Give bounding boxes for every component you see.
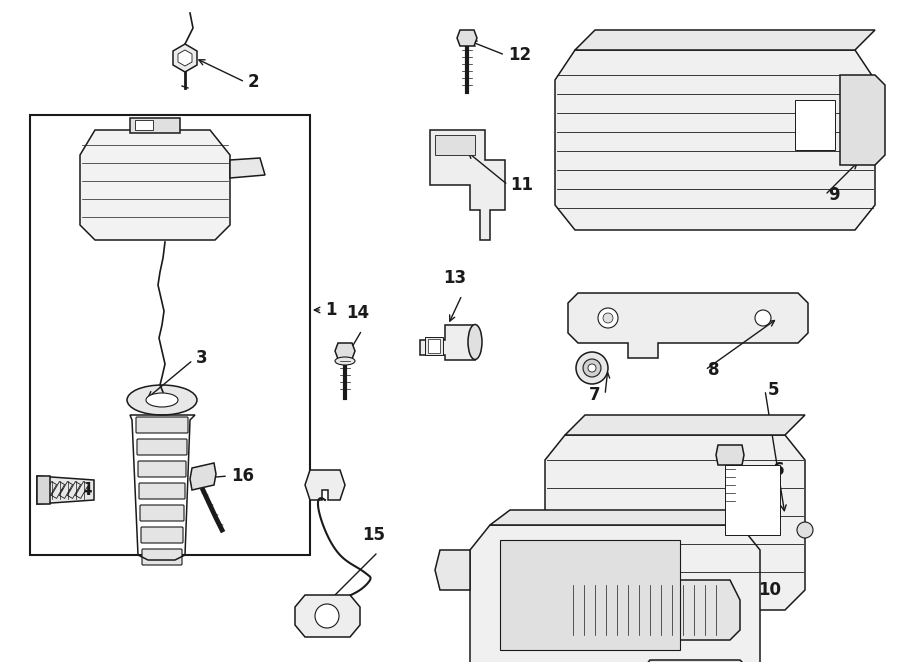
- Bar: [135, 120, 153, 130]
- Text: 1: 1: [325, 301, 337, 319]
- Text: 7: 7: [590, 386, 601, 404]
- FancyBboxPatch shape: [140, 505, 184, 521]
- Text: 3: 3: [196, 349, 208, 367]
- Text: 12: 12: [508, 46, 531, 64]
- Circle shape: [755, 310, 771, 326]
- Polygon shape: [37, 476, 50, 504]
- Polygon shape: [568, 293, 808, 358]
- Bar: [428, 339, 440, 353]
- Polygon shape: [638, 660, 755, 662]
- Bar: [725, 465, 780, 535]
- Polygon shape: [716, 445, 744, 465]
- Polygon shape: [173, 44, 197, 72]
- Polygon shape: [470, 525, 760, 662]
- Polygon shape: [575, 30, 875, 50]
- Text: 8: 8: [708, 361, 719, 379]
- FancyBboxPatch shape: [137, 439, 187, 455]
- Text: 11: 11: [510, 176, 533, 194]
- Bar: [43, 481, 57, 498]
- Polygon shape: [565, 415, 805, 435]
- Text: 10: 10: [758, 581, 781, 599]
- Circle shape: [603, 313, 613, 323]
- Bar: [500, 540, 680, 650]
- Polygon shape: [560, 580, 740, 640]
- FancyBboxPatch shape: [138, 461, 186, 477]
- Text: 16: 16: [231, 467, 254, 485]
- Text: 9: 9: [828, 186, 840, 204]
- FancyBboxPatch shape: [139, 483, 185, 499]
- FancyBboxPatch shape: [142, 549, 182, 565]
- Polygon shape: [555, 50, 875, 230]
- Polygon shape: [178, 50, 192, 66]
- Polygon shape: [435, 550, 470, 590]
- Polygon shape: [840, 75, 885, 165]
- Text: 13: 13: [444, 269, 466, 287]
- Polygon shape: [305, 470, 345, 500]
- Polygon shape: [457, 30, 477, 46]
- Circle shape: [315, 604, 339, 628]
- Bar: [30, 115, 310, 555]
- FancyBboxPatch shape: [136, 417, 188, 433]
- Polygon shape: [230, 158, 265, 178]
- Polygon shape: [490, 510, 760, 525]
- Bar: [130, 118, 180, 133]
- Polygon shape: [37, 476, 94, 504]
- Circle shape: [598, 308, 618, 328]
- Bar: [76, 481, 88, 498]
- Polygon shape: [190, 463, 216, 490]
- Bar: [435, 135, 475, 155]
- Text: 15: 15: [363, 526, 385, 544]
- Bar: [425, 337, 443, 355]
- Ellipse shape: [127, 385, 197, 415]
- Ellipse shape: [146, 393, 178, 407]
- Polygon shape: [295, 595, 360, 637]
- FancyBboxPatch shape: [141, 527, 183, 543]
- Polygon shape: [80, 130, 230, 240]
- Text: 5: 5: [768, 381, 779, 399]
- Text: 2: 2: [248, 73, 259, 91]
- Polygon shape: [335, 343, 355, 359]
- Circle shape: [583, 359, 601, 377]
- Polygon shape: [420, 325, 475, 360]
- Ellipse shape: [468, 324, 482, 359]
- Polygon shape: [430, 130, 505, 240]
- Text: 6: 6: [773, 461, 785, 479]
- Bar: [68, 481, 81, 498]
- Bar: [795, 100, 835, 150]
- Text: 14: 14: [346, 304, 370, 322]
- Bar: [59, 481, 73, 498]
- Circle shape: [588, 364, 596, 372]
- Circle shape: [797, 522, 813, 538]
- Text: 4: 4: [80, 481, 92, 499]
- Bar: [51, 481, 65, 498]
- Ellipse shape: [335, 357, 355, 365]
- Polygon shape: [545, 435, 805, 610]
- Circle shape: [576, 352, 608, 384]
